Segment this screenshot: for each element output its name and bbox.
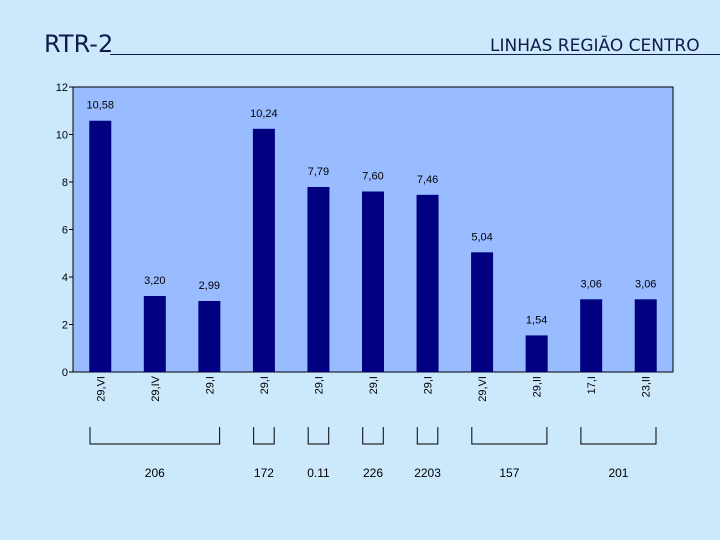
group-bracket [471, 427, 548, 445]
bar [580, 299, 603, 372]
page-subtitle: LINHAS REGIÃO CENTRO [490, 36, 700, 56]
group-label: 201 [608, 466, 628, 480]
y-tick-label: 2 [62, 320, 68, 332]
bar [307, 186, 330, 372]
bar [634, 299, 657, 372]
data-label: 5,04 [471, 231, 492, 243]
x-tick-label: 29,IV [150, 375, 162, 401]
x-tick-label: 17,I [586, 376, 598, 394]
group-bracket [580, 427, 657, 445]
data-label: 3,06 [580, 278, 601, 290]
title-underline [110, 54, 720, 55]
data-label: 3,20 [144, 275, 165, 287]
data-label: 7,79 [308, 166, 329, 178]
group-label: 2203 [414, 466, 441, 480]
x-tick-label: 29,I [204, 376, 216, 394]
data-label: 1,54 [526, 314, 547, 326]
group-label: 226 [363, 466, 383, 480]
group-label: 0.11 [307, 466, 330, 480]
group-bracket [89, 427, 221, 445]
bar [362, 191, 384, 372]
group-bracket [416, 427, 439, 445]
x-tick-label: 29,VI [477, 376, 489, 402]
y-tick-label: 12 [56, 82, 68, 94]
x-tick-label: 29,I [313, 376, 325, 394]
data-label: 10,24 [250, 108, 278, 120]
x-tick-label: 29,I [259, 376, 271, 394]
data-label: 2,99 [199, 280, 220, 292]
group-bracket [307, 427, 330, 445]
y-tick-label: 6 [62, 225, 68, 237]
x-tick-label: 29,II [532, 376, 544, 397]
bar [143, 296, 166, 372]
bar [525, 335, 548, 372]
bar [416, 194, 439, 372]
group-label: 172 [254, 466, 274, 480]
y-tick-label: 8 [62, 177, 68, 189]
data-label: 7,60 [362, 171, 383, 183]
y-tick-label: 10 [56, 130, 68, 142]
x-tick-label: 29,I [423, 376, 435, 394]
group-label: 157 [499, 466, 519, 480]
group-label: 206 [145, 466, 165, 480]
x-tick-label: 29,I [368, 376, 380, 394]
data-label: 3,06 [635, 278, 656, 290]
group-bracket [253, 427, 275, 445]
x-tick-label: 23,II [641, 376, 653, 397]
group-bracket [362, 427, 384, 445]
bar [198, 300, 221, 372]
page-title: RTR-2 [44, 30, 114, 58]
bar [252, 128, 275, 372]
data-label: 10,58 [87, 100, 115, 112]
data-label: 7,46 [417, 174, 438, 186]
bar [471, 252, 494, 372]
y-tick-label: 0 [62, 367, 68, 379]
x-tick-label: 29,VI [95, 376, 107, 402]
y-tick-label: 4 [62, 272, 68, 284]
bar [89, 120, 112, 372]
